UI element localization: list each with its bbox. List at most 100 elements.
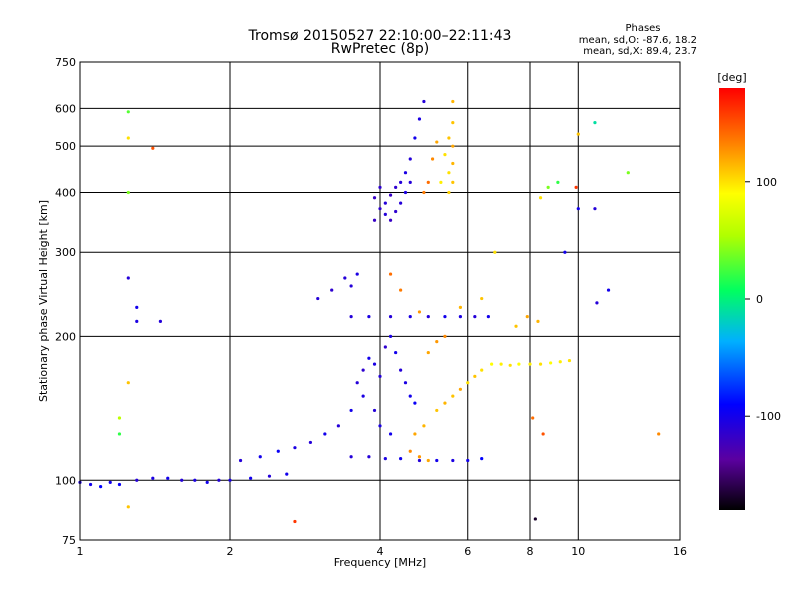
- data-point: [538, 362, 543, 366]
- data-point: [480, 368, 484, 372]
- phase-info-x: mean, sd,X: 89.4, 23.7: [583, 46, 697, 57]
- x-tick-labels: 1 2 4 6 8 10 16: [77, 545, 688, 558]
- data-point: [388, 315, 393, 319]
- data-point: [466, 458, 470, 463]
- data-point: [336, 424, 340, 428]
- data-point: [443, 315, 447, 319]
- grid-lines: [80, 62, 680, 540]
- data-point: [435, 458, 439, 463]
- data-point: [193, 478, 197, 482]
- data-point: [447, 136, 451, 140]
- data-point: [531, 416, 535, 420]
- data-point: [349, 408, 353, 413]
- data-point: [394, 209, 398, 214]
- data-point: [126, 276, 130, 280]
- data-point: [388, 272, 393, 276]
- data-point: [399, 180, 403, 184]
- data-point: [499, 362, 503, 366]
- data-point: [417, 310, 422, 314]
- chart-subtitle: RwPretec (8p): [331, 41, 429, 57]
- data-point: [88, 482, 93, 487]
- phase-info-header: Phases: [625, 23, 660, 34]
- colorbar-ticks: 100 0 -100: [745, 176, 781, 423]
- data-point: [435, 140, 439, 144]
- y-tick-label: 600: [55, 102, 76, 115]
- data-point: [408, 449, 412, 453]
- colorbar-label: [deg]: [717, 71, 746, 84]
- data-point: [367, 455, 371, 459]
- y-tick-label: 750: [55, 56, 76, 69]
- data-point: [316, 296, 320, 301]
- y-tick-labels: 75 100 200 300 400 500 600 750: [55, 56, 76, 547]
- data-point: [443, 334, 447, 338]
- data-point: [413, 401, 417, 405]
- data-point: [399, 368, 403, 372]
- data-point: [403, 171, 408, 175]
- data-point: [435, 340, 439, 344]
- data-point: [538, 196, 543, 200]
- data-point: [408, 157, 412, 161]
- data-point: [541, 432, 545, 436]
- data-point: [249, 476, 253, 480]
- data-point: [383, 201, 387, 205]
- data-point: [343, 276, 347, 280]
- data-point: [151, 476, 155, 480]
- data-point: [549, 361, 553, 365]
- data-point: [126, 136, 130, 140]
- x-tick-label: 2: [227, 545, 234, 558]
- data-point: [626, 171, 630, 175]
- x-tick-label: 1: [77, 545, 84, 558]
- data-point: [135, 305, 139, 309]
- data-point: [372, 362, 377, 366]
- x-tick-label: 10: [571, 545, 585, 558]
- colorbar-tick-label: 100: [756, 176, 777, 189]
- data-point: [293, 519, 297, 524]
- y-tick-label: 200: [55, 330, 76, 343]
- data-point: [576, 207, 580, 211]
- data-point: [126, 190, 130, 195]
- data-point: [399, 201, 403, 205]
- data-point: [595, 301, 599, 305]
- data-point: [378, 207, 382, 211]
- data-point: [349, 284, 353, 288]
- data-point: [403, 190, 408, 195]
- y-tick-label: 75: [62, 534, 76, 547]
- data-point: [108, 480, 112, 484]
- data-point: [558, 360, 562, 364]
- data-point: [556, 180, 560, 184]
- data-point: [388, 218, 393, 222]
- x-tick-label: 16: [673, 545, 687, 558]
- data-point: [435, 408, 439, 413]
- data-point: [372, 196, 377, 200]
- data-point: [413, 432, 417, 436]
- data-point: [657, 432, 661, 436]
- data-point: [451, 121, 455, 125]
- data-point: [443, 401, 447, 405]
- data-point: [323, 432, 327, 436]
- data-point: [447, 190, 451, 195]
- data-point: [576, 132, 580, 136]
- data-point: [408, 180, 412, 184]
- data-point: [458, 315, 463, 319]
- data-point: [378, 424, 382, 428]
- data-point: [330, 288, 334, 292]
- data-point: [451, 394, 455, 398]
- data-point: [158, 319, 163, 323]
- data-point: [361, 368, 365, 372]
- data-point: [413, 136, 417, 140]
- plot-frame: [79, 61, 681, 541]
- chart-title: Tromsø 20150527 22:10:00–22:11:43: [248, 28, 512, 44]
- data-point: [378, 185, 382, 189]
- data-point: [426, 180, 430, 184]
- data-point: [217, 478, 221, 482]
- data-point: [447, 171, 451, 175]
- data-point: [285, 472, 289, 476]
- data-point: [417, 458, 422, 463]
- data-point: [238, 458, 243, 463]
- data-point: [422, 99, 426, 104]
- data-point: [378, 374, 382, 378]
- data-point: [546, 185, 550, 189]
- data-point: [493, 250, 497, 254]
- data-point: [151, 146, 155, 150]
